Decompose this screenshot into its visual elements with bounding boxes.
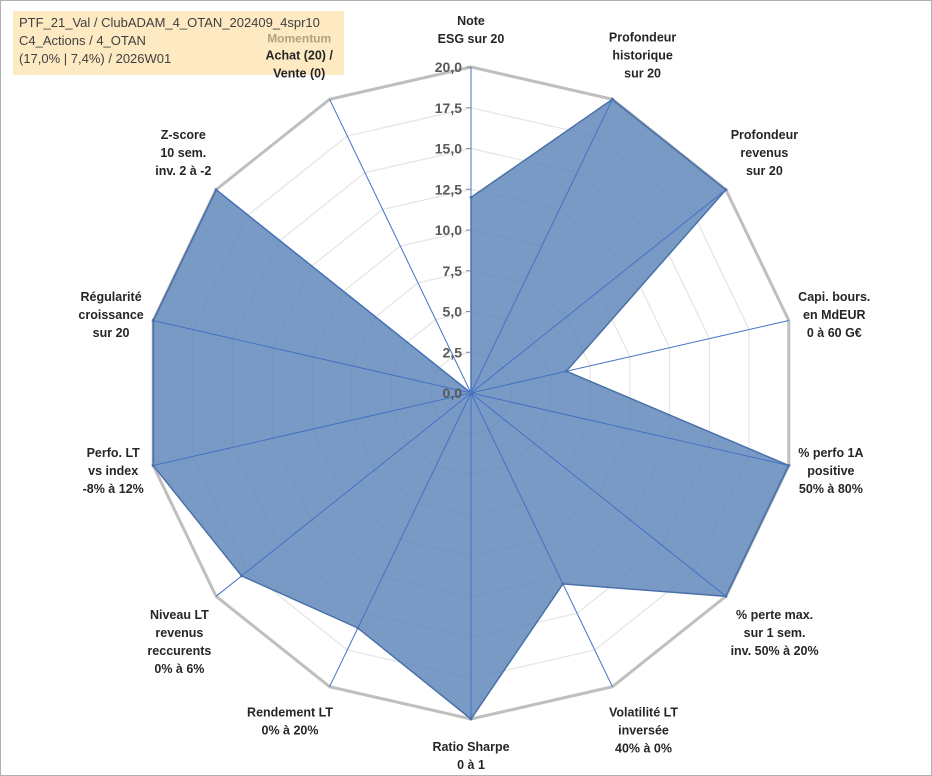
category-label: Volatilité LT inversée 40% à 0%	[609, 705, 678, 755]
category-label: Profondeur historique sur 20	[609, 31, 676, 81]
category-label: Note ESG sur 20	[438, 14, 505, 46]
portfolio-stats: (17,0% | 7,4%) / 2026W01	[19, 51, 172, 66]
spoke-line	[329, 99, 472, 394]
category-label: Niveau LT revenus reccurents 0% à 6%	[147, 608, 211, 676]
tick-label: 2,5	[443, 344, 463, 360]
category-label: % perte max. sur 1 sem. inv. 50% à 20%	[731, 608, 819, 658]
radial-axis-ticks: 0,0 2,5 5,0 7,5 10,0 12,5 15,0 17,5 20,0	[435, 59, 471, 401]
radar-spokes	[153, 67, 789, 719]
tick-label: 17,5	[435, 100, 462, 116]
spoke-line	[215, 189, 472, 394]
category-label: % perfo 1A positive 50% à 80%	[798, 446, 863, 496]
momentum-annotation: Momentum	[267, 32, 331, 46]
portfolio-info-box: PTF_21_Val / ClubADAM_4_OTAN_202409_4spr…	[13, 11, 344, 75]
tick-label: 15,0	[435, 141, 462, 157]
category-labels: Note ESG sur 20 Profondeur historique sur 20…	[78, 14, 870, 772]
category-label: Ratio Sharpe 0 à 1	[432, 740, 509, 772]
tick-label: 5,0	[443, 304, 463, 320]
category-label: Capi. bours. en MdEUR 0 à 60 G€	[798, 290, 870, 340]
category-label: Rendement LT 0% à 20%	[247, 705, 333, 737]
spoke-line	[470, 392, 789, 466]
category-label: Profondeur revenus sur 20	[731, 128, 798, 178]
tick-label: 10,0	[435, 222, 462, 238]
tick-label: 12,5	[435, 181, 462, 197]
spoke-line	[329, 392, 472, 687]
spoke-line	[215, 392, 472, 597]
tick-label: 7,5	[443, 263, 463, 279]
portfolio-category: C4_Actions / 4_OTAN	[19, 33, 146, 48]
tick-label: 0,0	[443, 385, 463, 401]
spoke-line	[153, 392, 472, 466]
spoke-line	[470, 392, 613, 687]
spoke-line	[470, 392, 727, 597]
category-label: Achat (20) / Vente (0)	[266, 49, 334, 81]
tick-label: 20,0	[435, 59, 462, 75]
category-label: Perfo. LT vs index -8% à 12%	[83, 446, 144, 496]
spoke-line	[153, 320, 472, 394]
spoke-line	[470, 99, 613, 394]
category-label: Régularité croissance sur 20	[78, 290, 143, 340]
category-label: Z-score 10 sem. inv. 2 à -2	[155, 128, 211, 178]
spoke-line	[470, 320, 789, 394]
spoke-line	[470, 189, 727, 394]
portfolio-name: PTF_21_Val / ClubADAM_4_OTAN_202409_4spr…	[19, 15, 320, 30]
